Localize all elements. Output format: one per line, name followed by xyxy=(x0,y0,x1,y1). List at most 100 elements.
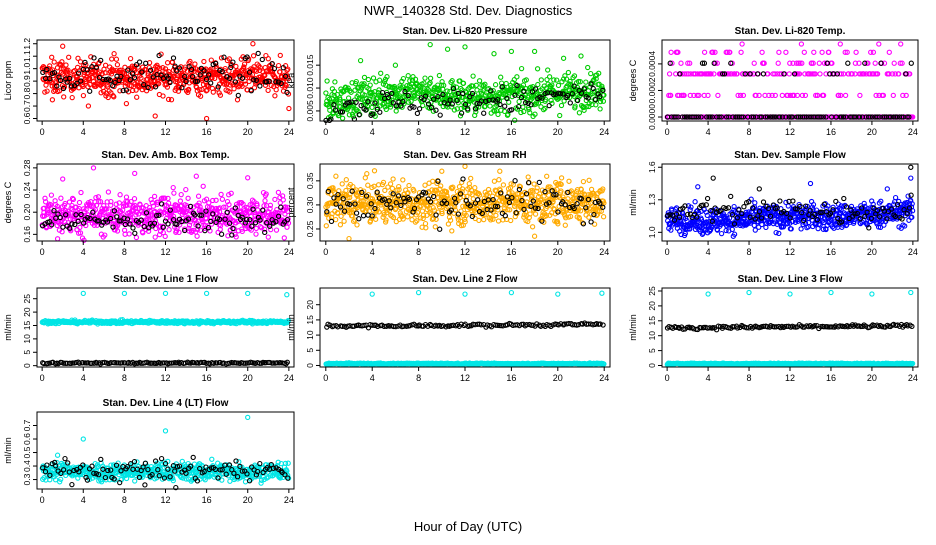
data-point xyxy=(706,196,710,200)
data-point xyxy=(545,174,549,178)
x-tick-label: 24 xyxy=(908,127,918,137)
series-1 xyxy=(40,166,291,243)
y-tick-label: 0.015 xyxy=(305,54,315,76)
data-point xyxy=(560,176,564,180)
data-point xyxy=(361,214,365,218)
data-point xyxy=(193,62,197,66)
y-axis: 1.01.31.6 xyxy=(647,161,662,238)
data-point xyxy=(568,101,572,105)
data-point xyxy=(589,72,593,76)
data-point xyxy=(61,225,65,229)
data-point xyxy=(370,105,374,109)
data-point xyxy=(131,226,135,230)
y-tick-label: 0.005 xyxy=(305,100,315,122)
data-point xyxy=(163,234,167,238)
data-point xyxy=(513,118,517,122)
data-point xyxy=(469,176,473,180)
data-point xyxy=(536,82,540,86)
data-point xyxy=(194,174,198,178)
data-point xyxy=(526,175,530,179)
y-tick-label: 0.35 xyxy=(305,172,315,189)
data-point xyxy=(533,234,537,238)
x-tick-label: 4 xyxy=(370,247,375,257)
data-point xyxy=(741,93,745,97)
y-tick-label: 0.010 xyxy=(305,77,315,99)
data-point xyxy=(777,231,781,235)
data-point xyxy=(287,106,291,110)
data-point xyxy=(324,91,328,95)
y-tick-label: 0.20 xyxy=(22,204,32,221)
data-point xyxy=(394,109,398,113)
y-tick-label: 0.7 xyxy=(22,100,32,112)
data-point xyxy=(428,81,432,85)
data-point xyxy=(598,107,602,111)
panel-ylabel: degrees C xyxy=(3,181,13,223)
x-tick-label: 24 xyxy=(599,247,609,257)
y-axis: 0.60.70.80.91.01.11.2 xyxy=(22,38,37,125)
data-point xyxy=(201,184,205,188)
data-point xyxy=(220,197,224,201)
data-point xyxy=(885,187,889,191)
data-point xyxy=(266,88,270,92)
data-point xyxy=(803,93,807,97)
x-tick-label: 20 xyxy=(553,127,563,137)
y-tick-label: 0.25 xyxy=(305,220,315,237)
x-tick-label: 12 xyxy=(160,127,170,137)
data-point xyxy=(88,89,92,93)
data-point xyxy=(471,74,475,78)
data-point xyxy=(252,54,256,58)
data-point xyxy=(359,59,363,63)
panel-ylabel: ml/min xyxy=(3,314,13,341)
x-tick-label: 24 xyxy=(284,127,294,137)
data-point xyxy=(559,103,563,107)
data-point xyxy=(871,50,875,54)
data-point xyxy=(235,98,239,102)
y-tick-label: 0.24 xyxy=(22,181,32,198)
x-tick-label: 24 xyxy=(908,247,918,257)
data-point xyxy=(894,196,898,200)
data-point xyxy=(195,234,199,238)
data-point xyxy=(179,193,183,197)
data-point xyxy=(258,84,262,88)
data-point xyxy=(197,194,201,198)
data-point xyxy=(520,67,524,71)
data-point xyxy=(365,172,369,176)
data-point xyxy=(579,54,583,58)
data-point xyxy=(808,181,812,185)
data-point xyxy=(338,223,342,227)
data-point xyxy=(420,209,424,213)
panel-title: Stan. Dev. Li-820 Pressure xyxy=(403,26,528,37)
data-point xyxy=(266,57,270,61)
x-tick-label: 8 xyxy=(416,127,421,137)
data-point xyxy=(752,61,756,65)
data-point xyxy=(778,199,782,203)
x-tick-label: 8 xyxy=(122,127,127,137)
data-point xyxy=(909,176,913,180)
data-point xyxy=(153,235,157,239)
data-point xyxy=(892,61,896,65)
data-point xyxy=(448,90,452,94)
data-point xyxy=(153,114,157,118)
x-tick-label: 24 xyxy=(599,127,609,137)
x-tick-label: 16 xyxy=(826,247,836,257)
data-point xyxy=(834,199,838,203)
panel-title: Stan. Dev. Li-820 Temp. xyxy=(735,26,846,37)
data-point xyxy=(276,190,280,194)
x-tick-label: 16 xyxy=(826,127,836,137)
x-tick-label: 16 xyxy=(506,247,516,257)
data-point xyxy=(324,224,328,228)
data-point xyxy=(129,57,133,61)
data-point xyxy=(169,98,173,102)
data-point xyxy=(423,76,427,80)
data-point xyxy=(407,183,411,187)
data-point xyxy=(355,211,359,215)
data-point xyxy=(366,213,370,217)
panel-ylabel: kPa xyxy=(286,73,296,89)
figure-title: NWR_140328 Std. Dev. Diagnostics xyxy=(364,3,573,18)
data-point xyxy=(693,200,697,204)
data-point xyxy=(764,225,768,229)
data-point xyxy=(534,212,538,216)
